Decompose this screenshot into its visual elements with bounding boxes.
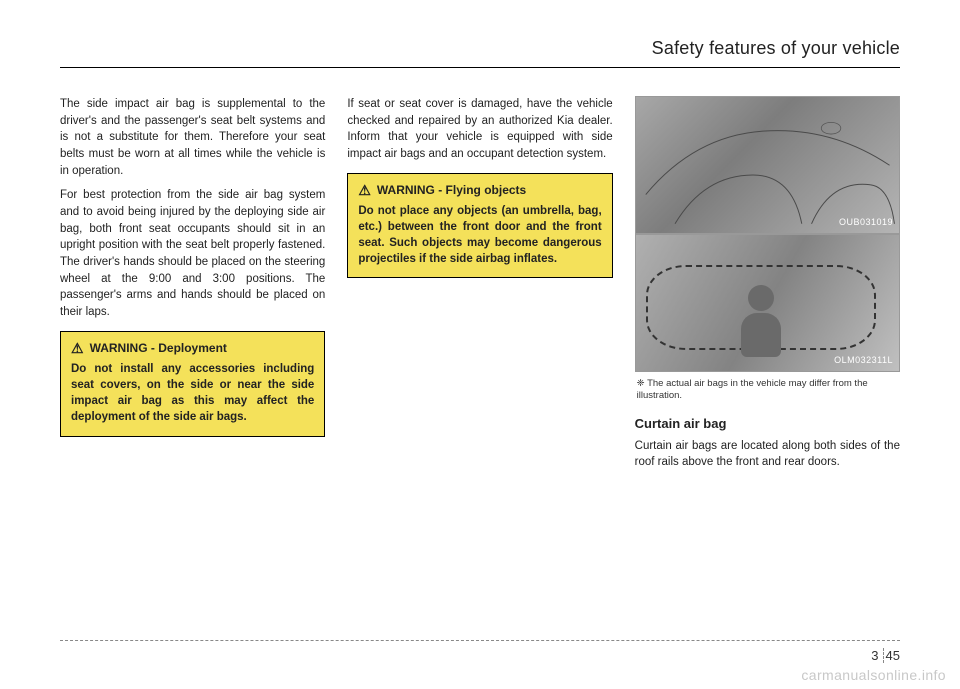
column-3: OUB031019 OLM032311L ❈ The actual air ba… [635,96,900,479]
warning-body-flying: Do not place any objects (an umbrella, b… [358,203,601,267]
illustration-curtain-airbag-2: OLM032311L [635,234,900,372]
page-number: 345 [871,648,900,663]
warning-title-text: WARNING - Deployment [90,340,227,357]
col2-para-1: If seat or seat cover is damaged, have t… [347,96,612,163]
section-number: 3 [871,648,883,663]
chapter-header: Safety features of your vehicle [60,38,900,68]
image-stack: OUB031019 OLM032311L [635,96,900,372]
illustration-curtain-airbag-1: OUB031019 [635,96,900,234]
column-2: If seat or seat cover is damaged, have t… [347,96,612,479]
image-code-2: OLM032311L [834,354,893,367]
interior-sketch-icon [636,97,899,232]
warning-icon: ⚠ [71,341,84,355]
column-1: The side impact air bag is supplemental … [60,96,325,479]
warning-body-deployment: Do not install any accessories including… [71,361,314,425]
warning-title-flying: ⚠ WARNING - Flying objects [358,182,601,199]
warning-flying-objects: ⚠ WARNING - Flying objects Do not place … [347,173,612,279]
warning-title-text: WARNING - Flying objects [377,182,526,199]
col3-para-1: Curtain air bags are located along both … [635,438,900,471]
warning-icon: ⚠ [358,183,371,197]
subheading-curtain-airbag: Curtain air bag [635,415,900,434]
page-number-value: 45 [886,648,900,663]
image-code-1: OUB031019 [839,216,893,229]
image-caption: ❈ The actual air bags in the vehicle may… [635,378,900,403]
occupant-silhouette-icon [736,285,786,355]
watermark: carmanualsonline.info [801,667,946,683]
warning-deployment: ⚠ WARNING - Deployment Do not install an… [60,331,325,437]
footer-divider [60,640,900,641]
col1-para-2: For best protection from the side air ba… [60,187,325,320]
warning-title-deployment: ⚠ WARNING - Deployment [71,340,314,357]
col1-para-1: The side impact air bag is supplemental … [60,96,325,179]
content-columns: The side impact air bag is supplemental … [60,96,900,479]
